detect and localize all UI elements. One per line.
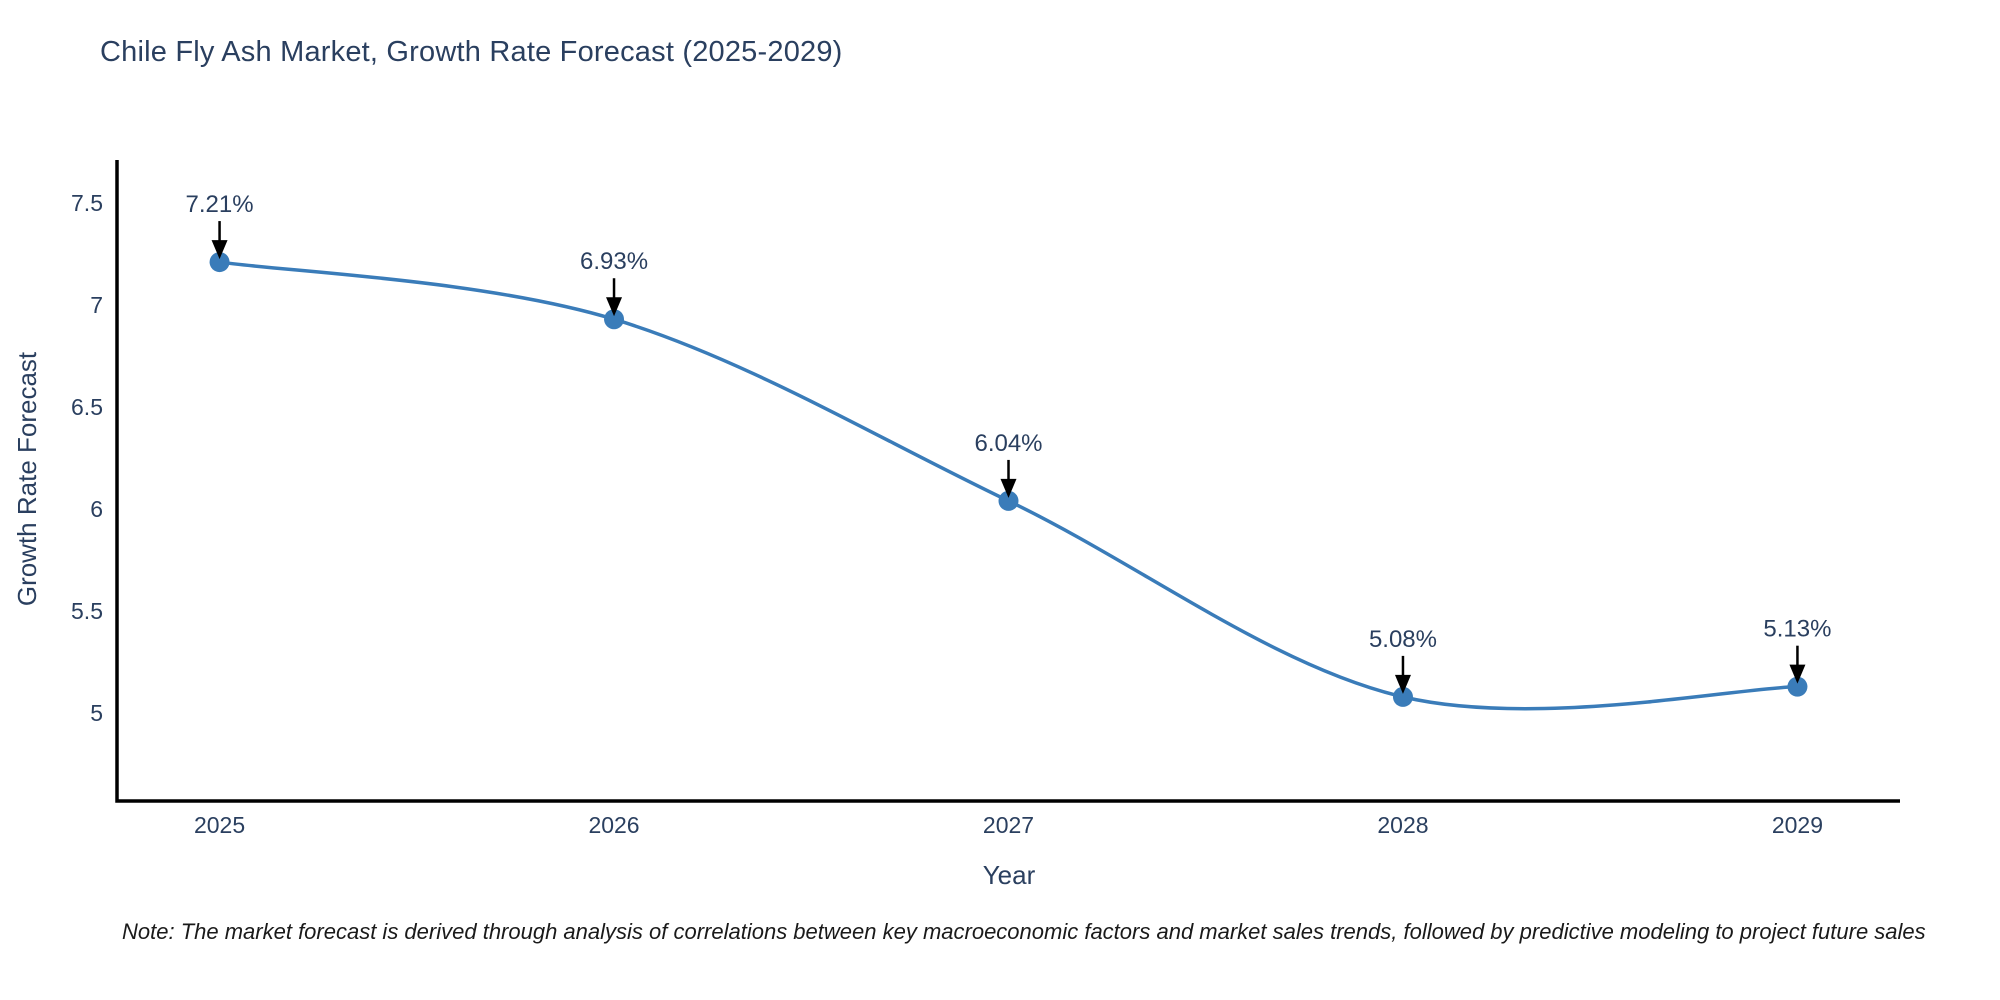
x-tick-label: 2029 — [1772, 812, 1823, 838]
data-point-label: 6.93% — [580, 248, 648, 275]
y-tick-label: 6 — [90, 496, 103, 522]
annotation-arrow-head — [606, 297, 623, 317]
data-point-marker — [998, 490, 1019, 511]
annotation-arrow-head — [1394, 674, 1411, 694]
footnote: Note: The market forecast is derived thr… — [122, 919, 1926, 944]
y-tick-label: 5 — [90, 700, 103, 726]
y-tick-label: 5.5 — [71, 598, 103, 624]
annotation-arrow-head — [1000, 478, 1017, 498]
x-tick-label: 2025 — [194, 812, 245, 838]
data-point-marker — [604, 309, 625, 330]
data-point-label: 5.13% — [1763, 616, 1831, 643]
data-point-marker — [1392, 686, 1413, 707]
axis-lines — [115, 160, 1900, 803]
annotation-arrow-head — [1789, 664, 1806, 684]
x-tick-label: 2026 — [588, 812, 639, 838]
data-point-label: 7.21% — [186, 191, 254, 218]
x-tick-label: 2027 — [983, 812, 1034, 838]
x-tick-label: 2028 — [1377, 812, 1428, 838]
y-tick-label: 6.5 — [71, 394, 103, 420]
x-axis-title: Year — [982, 860, 1036, 890]
data-point-marker — [209, 252, 230, 273]
data-point-marker — [1787, 676, 1808, 697]
chart-title: Chile Fly Ash Market, Growth Rate Foreca… — [100, 36, 843, 68]
y-tick-label: 7 — [90, 292, 103, 318]
y-axis-title: Growth Rate Forecast — [12, 351, 42, 607]
data-point-label: 6.04% — [974, 430, 1042, 457]
data-point-label: 5.08% — [1369, 626, 1437, 653]
annotation-arrow-head — [211, 240, 228, 260]
y-tick-label: 7.5 — [71, 190, 103, 216]
